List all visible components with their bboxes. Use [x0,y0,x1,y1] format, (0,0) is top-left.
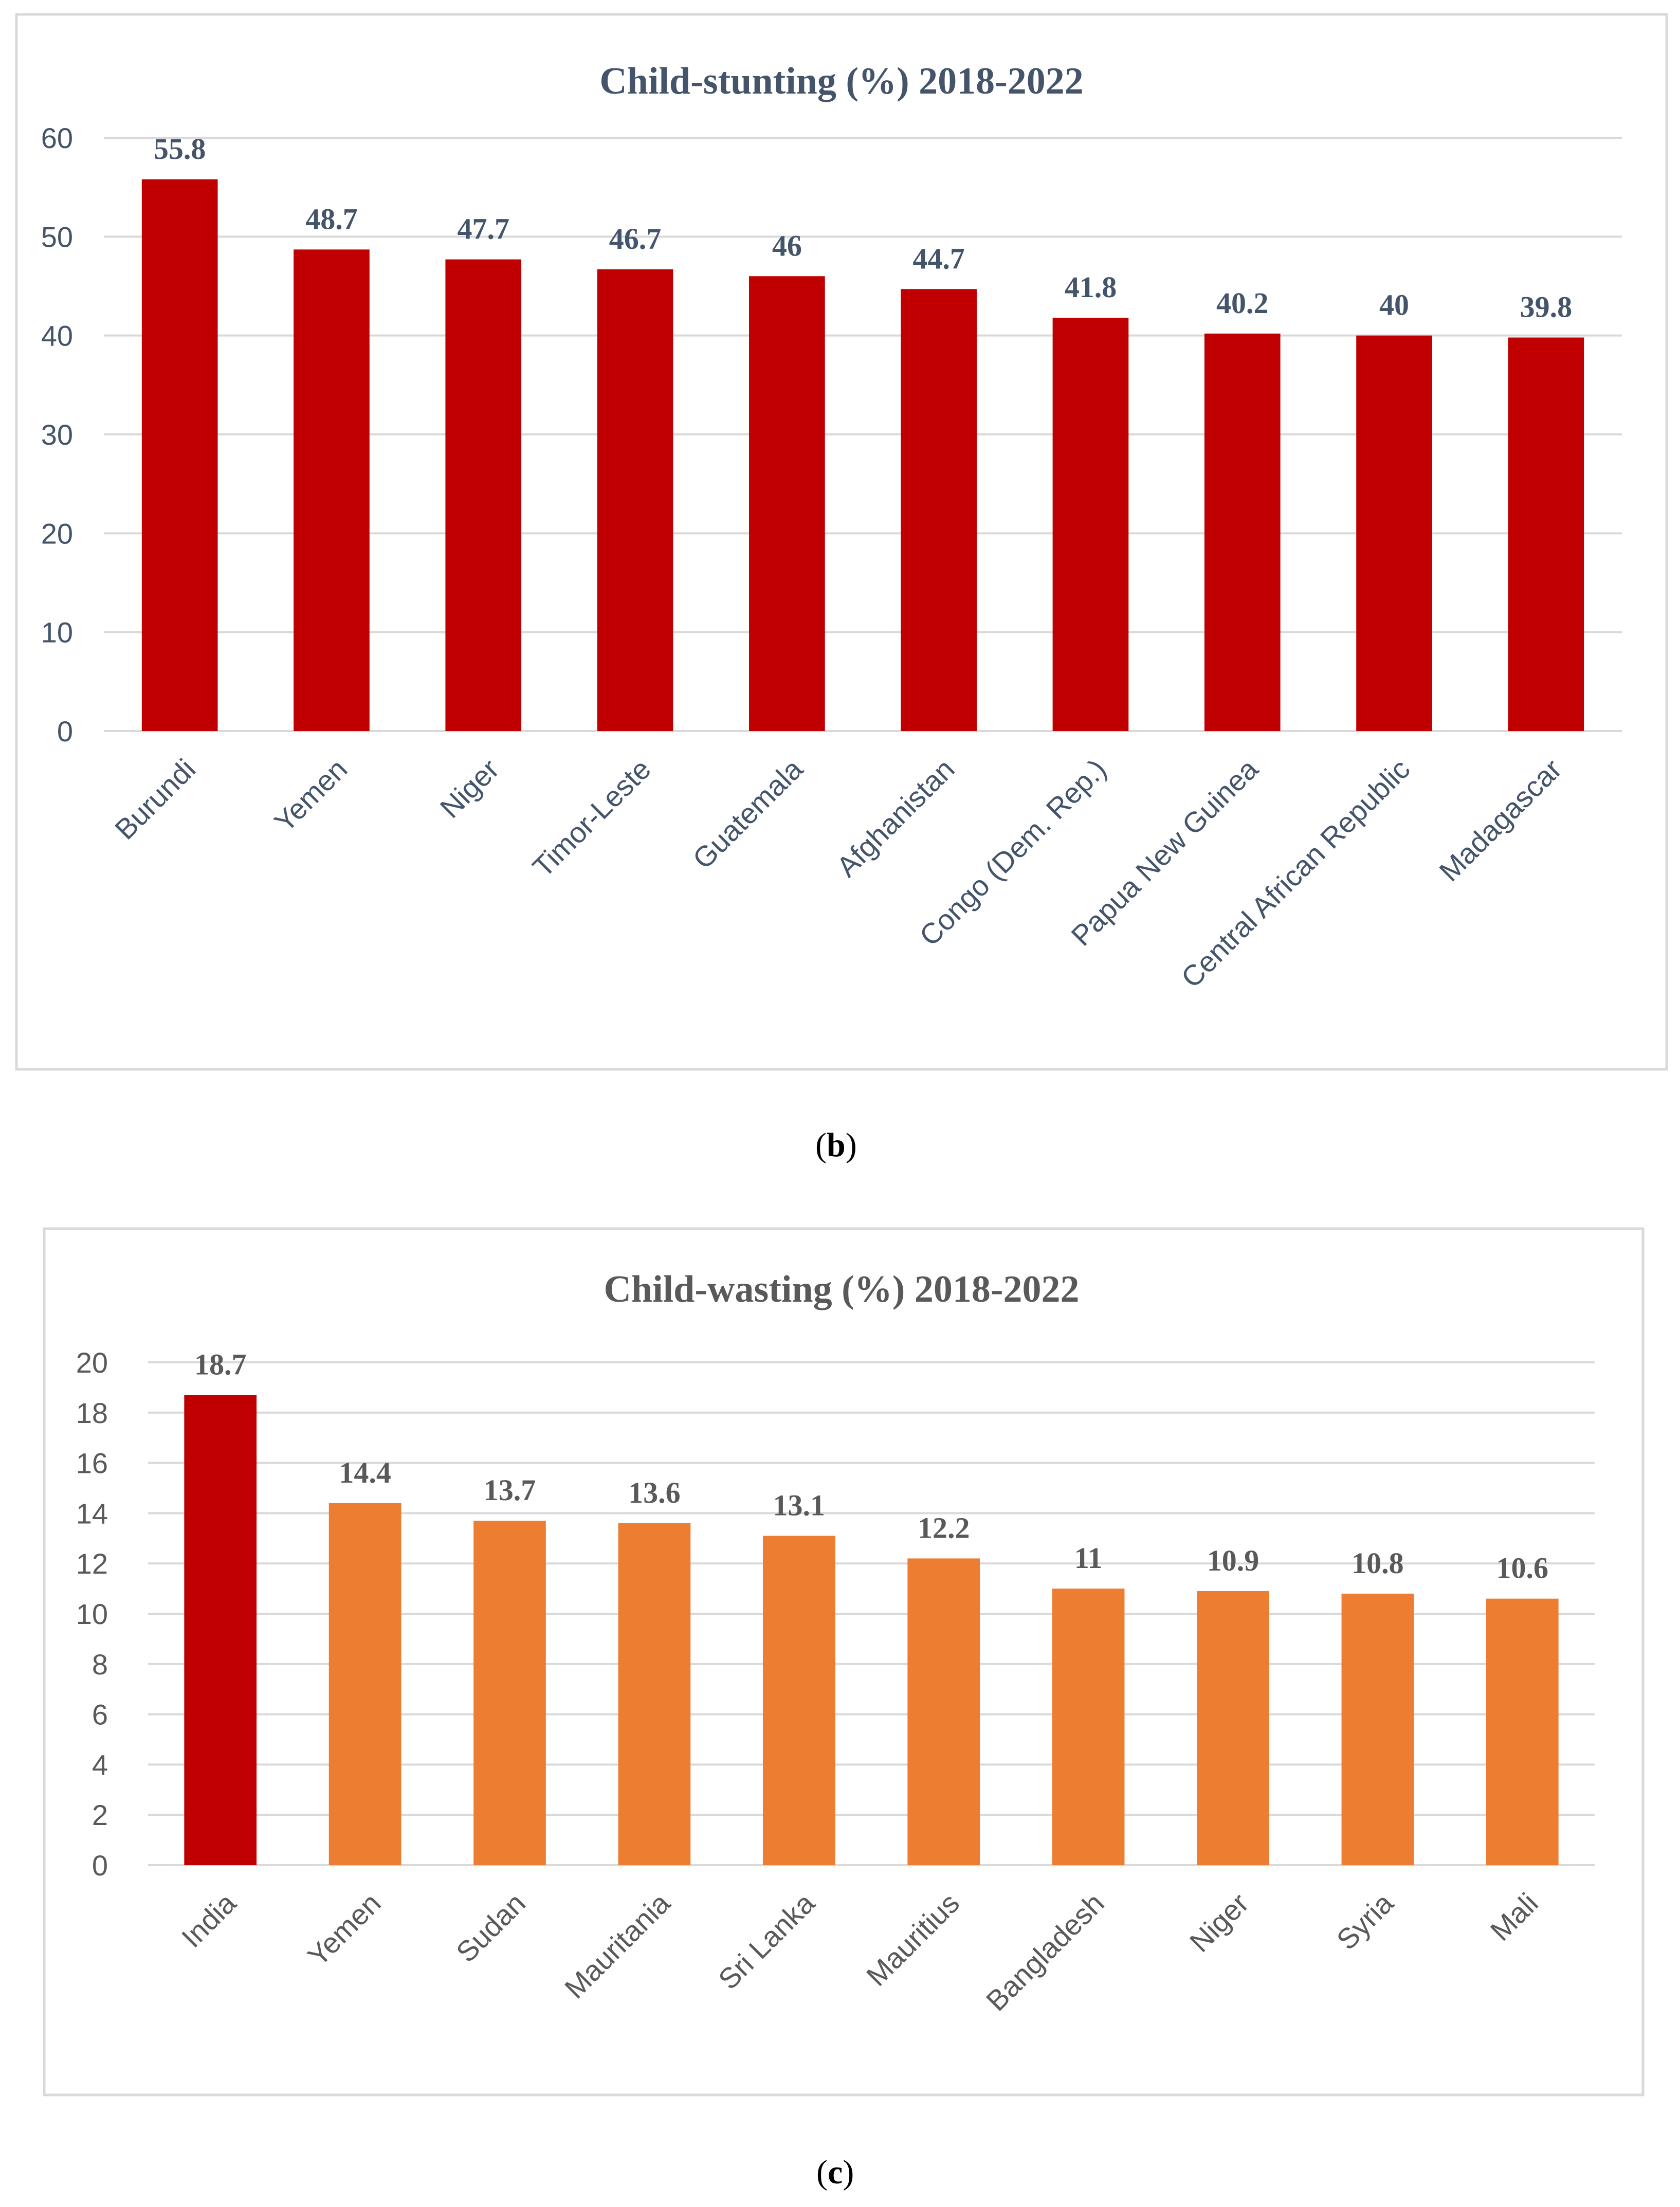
wasting-data-label: 18.7 [194,1348,247,1381]
stunting-data-label: 46.7 [609,222,662,256]
wasting-y-tick-label: 6 [92,1699,108,1731]
caption-b-letter: b [826,1126,846,1164]
stunting-bar [749,276,825,731]
wasting-y-axis: 0 2 4 6 8 10 12 14 16 18 20 [76,1346,108,1882]
stunting-bar [901,289,977,731]
wasting-bar [1052,1589,1125,1865]
stunting-y-tick-label: 40 [41,320,73,352]
wasting-y-tick-label: 0 [92,1849,108,1882]
wasting-y-tick-label: 12 [76,1547,108,1580]
stunting-y-tick-label: 0 [57,715,73,747]
stunting-data-label: 48.7 [305,202,358,235]
stunting-chart-title: Child-stunting (%) 2018-2022 [599,60,1084,102]
caption-c-open: ( [816,2154,828,2191]
wasting-bar [1197,1591,1269,1865]
stunting-data-label: 44.7 [912,242,965,275]
stunting-y-tick-label: 10 [41,616,73,649]
wasting-y-tick-label: 2 [92,1799,108,1831]
caption-c-letter: c [827,2154,843,2191]
wasting-bar [907,1558,980,1865]
stunting-bar [1204,333,1281,731]
wasting-chart: Child-wasting (%) 2018-2022 0 2 4 6 8 10 12 14 1… [43,1227,1645,2096]
stunting-data-label: 41.8 [1065,270,1117,304]
stunting-y-tick-label: 60 [41,122,73,154]
wasting-data-label: 13.6 [628,1476,681,1509]
wasting-y-tick-label: 16 [76,1447,108,1480]
wasting-data-label: 12.2 [918,1511,970,1544]
wasting-y-tick-label: 18 [76,1397,108,1429]
wasting-chart-panel: Child-wasting (%) 2018-2022 0 2 4 6 8 10 12 14 1… [0,1208,1680,2207]
wasting-data-labels: 18.7 14.4 13.7 13.6 13.1 12.2 11 10.9 10.8 10.6 [194,1348,1548,1585]
wasting-data-label: 13.7 [484,1473,536,1507]
wasting-bar [618,1523,691,1865]
wasting-y-tick-label: 8 [92,1648,108,1681]
caption-b: (b) [815,1126,857,1165]
stunting-data-label: 40.2 [1216,286,1269,320]
stunting-data-labels: 55.8 48.7 47.7 46.7 46 44.7 41.8 40.2 40 39.8 [154,132,1572,324]
wasting-bar [762,1536,835,1865]
wasting-data-label: 14.4 [339,1456,391,1489]
stunting-y-tick-label: 30 [41,418,73,451]
wasting-bar [328,1503,401,1865]
stunting-bar [1508,337,1584,731]
stunting-bar [445,259,522,731]
stunting-y-axis: 0 10 20 30 40 50 60 [41,122,73,747]
stunting-bar [1356,335,1432,731]
wasting-bars [184,1395,1559,1865]
wasting-data-label: 10.8 [1352,1546,1404,1580]
stunting-data-label: 46 [772,229,802,262]
wasting-bar [473,1521,546,1865]
stunting-data-label: 47.7 [458,212,510,246]
stunting-chart: Child-stunting (%) 2018-2022 0 10 20 30 40 50… [15,13,1668,1071]
caption-c: (c) [816,2153,854,2192]
stunting-y-tick-label: 50 [41,221,73,253]
wasting-y-tick-label: 4 [92,1748,108,1781]
wasting-chart-title: Child-wasting (%) 2018-2022 [604,1268,1079,1310]
wasting-y-tick-label: 10 [76,1598,108,1630]
stunting-bar [294,249,370,731]
wasting-y-tick-label: 14 [76,1497,108,1529]
stunting-bars [141,179,1584,731]
stunting-chart-panel: Child-stunting (%) 2018-2022 0 10 20 30 40 50… [15,13,1668,1165]
caption-c-close: ) [843,2154,854,2191]
stunting-bar [597,269,673,731]
caption-b-open: ( [815,1126,827,1164]
stunting-data-label: 39.8 [1520,290,1573,324]
wasting-bar [1486,1598,1559,1865]
caption-b-close: ) [845,1126,857,1164]
wasting-y-tick-label: 20 [76,1346,108,1379]
stunting-data-label: 40 [1379,288,1409,322]
stunting-y-tick-label: 20 [41,517,73,550]
wasting-data-label: 10.6 [1496,1552,1549,1585]
stunting-bar [141,179,218,731]
wasting-bar [1341,1593,1414,1865]
wasting-bar [184,1395,257,1865]
stunting-bar [1052,318,1129,731]
wasting-data-label: 10.9 [1207,1544,1259,1577]
stunting-data-label: 55.8 [154,132,206,166]
wasting-data-label: 13.1 [773,1488,826,1522]
wasting-data-label: 11 [1074,1541,1103,1575]
